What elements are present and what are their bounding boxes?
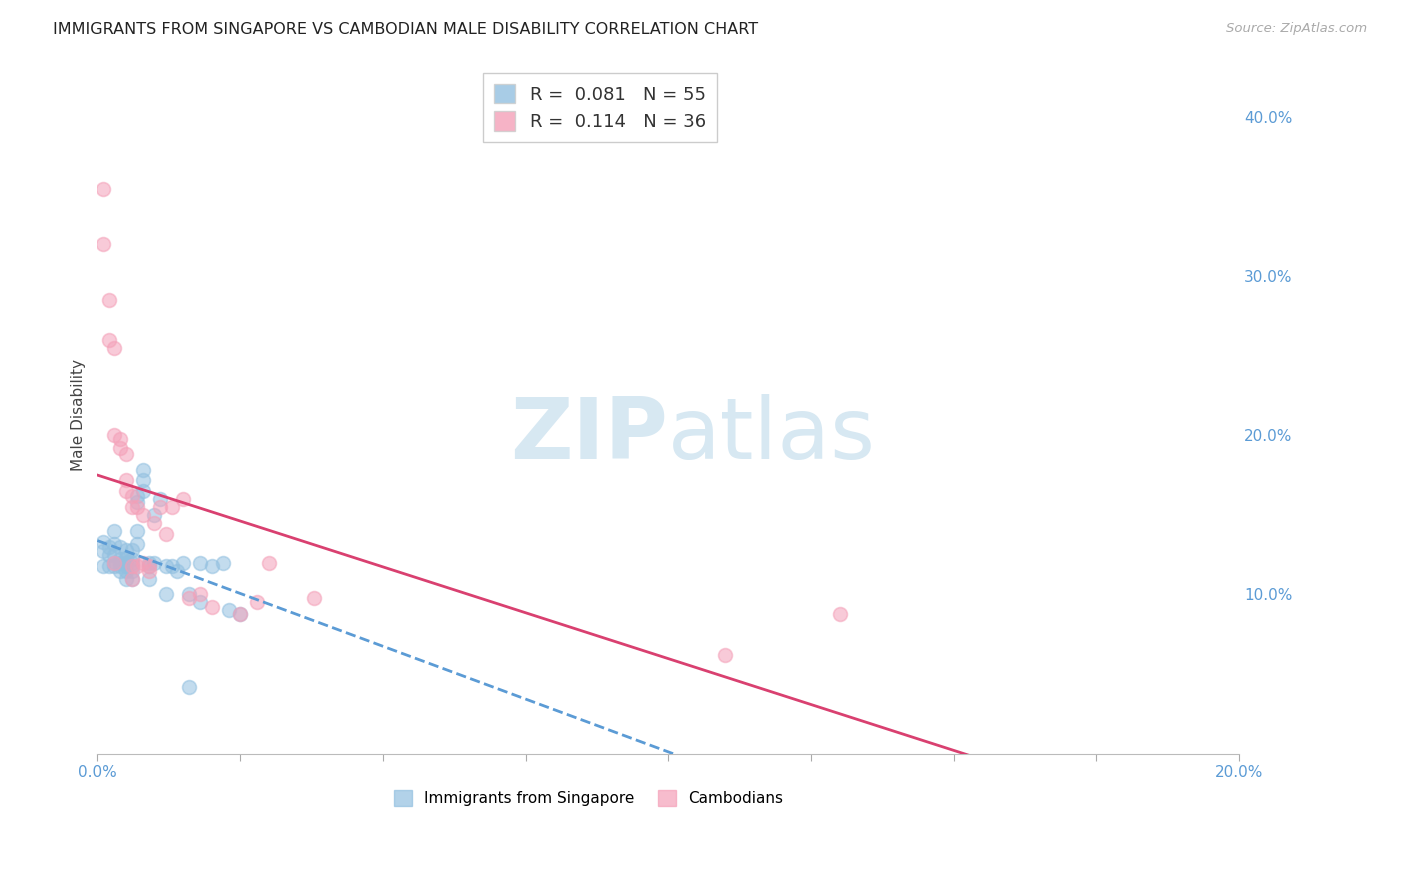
Point — [132, 473, 155, 487]
Point — [115, 483, 138, 498]
Point — [115, 556, 138, 570]
Point — [155, 587, 177, 601]
Point — [121, 558, 143, 573]
Point — [115, 447, 138, 461]
Point — [108, 540, 131, 554]
Point — [97, 540, 120, 554]
Point — [188, 595, 211, 609]
Point — [177, 587, 200, 601]
Point — [121, 564, 143, 578]
Point — [97, 558, 120, 573]
Point — [108, 564, 131, 578]
Point — [149, 491, 172, 506]
Point — [91, 558, 114, 573]
Point — [188, 556, 211, 570]
Point — [218, 603, 240, 617]
Point — [166, 564, 188, 578]
Point — [138, 556, 160, 570]
Point — [127, 495, 149, 509]
Point — [149, 500, 172, 514]
Point — [212, 556, 235, 570]
Point — [127, 536, 149, 550]
Text: IMMIGRANTS FROM SINGAPORE VS CAMBODIAN MALE DISABILITY CORRELATION CHART: IMMIGRANTS FROM SINGAPORE VS CAMBODIAN M… — [53, 22, 759, 37]
Point — [91, 535, 114, 549]
Text: atlas: atlas — [668, 394, 876, 477]
Point — [127, 489, 149, 503]
Point — [138, 572, 160, 586]
Y-axis label: Male Disability: Male Disability — [72, 359, 86, 472]
Point — [177, 591, 200, 605]
Point — [160, 558, 183, 573]
Point — [177, 680, 200, 694]
Point — [143, 516, 166, 530]
Point — [103, 556, 125, 570]
Point — [97, 333, 120, 347]
Point — [138, 564, 160, 578]
Point — [97, 548, 120, 562]
Point — [97, 293, 120, 307]
Point — [127, 524, 149, 538]
Point — [229, 607, 252, 621]
Point — [108, 432, 131, 446]
Point — [121, 489, 143, 503]
Point — [103, 536, 125, 550]
Point — [121, 552, 143, 566]
Point — [115, 558, 138, 572]
Point — [155, 558, 177, 573]
Legend: Immigrants from Singapore, Cambodians: Immigrants from Singapore, Cambodians — [387, 782, 790, 814]
Point — [200, 558, 222, 573]
Point — [188, 587, 211, 601]
Point — [155, 527, 177, 541]
Point — [91, 544, 114, 558]
Point — [121, 572, 143, 586]
Point — [108, 441, 131, 455]
Point — [121, 542, 143, 557]
Point — [160, 500, 183, 514]
Point — [115, 572, 138, 586]
Point — [115, 550, 138, 565]
Point — [91, 237, 114, 252]
Point — [115, 558, 138, 573]
Point — [138, 558, 160, 573]
Point — [121, 572, 143, 586]
Point — [828, 607, 851, 621]
Text: Source: ZipAtlas.com: Source: ZipAtlas.com — [1226, 22, 1367, 36]
Point — [108, 558, 131, 573]
Point — [91, 182, 114, 196]
Point — [257, 556, 280, 570]
Point — [103, 341, 125, 355]
Point — [246, 595, 269, 609]
Point — [103, 548, 125, 562]
Point — [108, 552, 131, 566]
Point — [108, 556, 131, 570]
Point — [103, 558, 125, 573]
Point — [138, 558, 160, 573]
Text: ZIP: ZIP — [510, 394, 668, 477]
Point — [714, 648, 737, 662]
Point — [115, 473, 138, 487]
Point — [103, 556, 125, 570]
Point — [121, 500, 143, 514]
Point — [132, 556, 155, 570]
Point — [229, 607, 252, 621]
Point — [200, 600, 222, 615]
Point — [132, 483, 155, 498]
Point — [132, 508, 155, 522]
Point — [127, 500, 149, 514]
Point — [121, 558, 143, 573]
Point — [304, 591, 326, 605]
Point — [143, 556, 166, 570]
Point — [132, 463, 155, 477]
Point — [121, 556, 143, 570]
Point — [143, 508, 166, 522]
Point — [115, 542, 138, 557]
Point — [172, 556, 194, 570]
Point — [172, 491, 194, 506]
Point — [127, 558, 149, 573]
Point — [103, 524, 125, 538]
Point — [103, 428, 125, 442]
Point — [115, 564, 138, 578]
